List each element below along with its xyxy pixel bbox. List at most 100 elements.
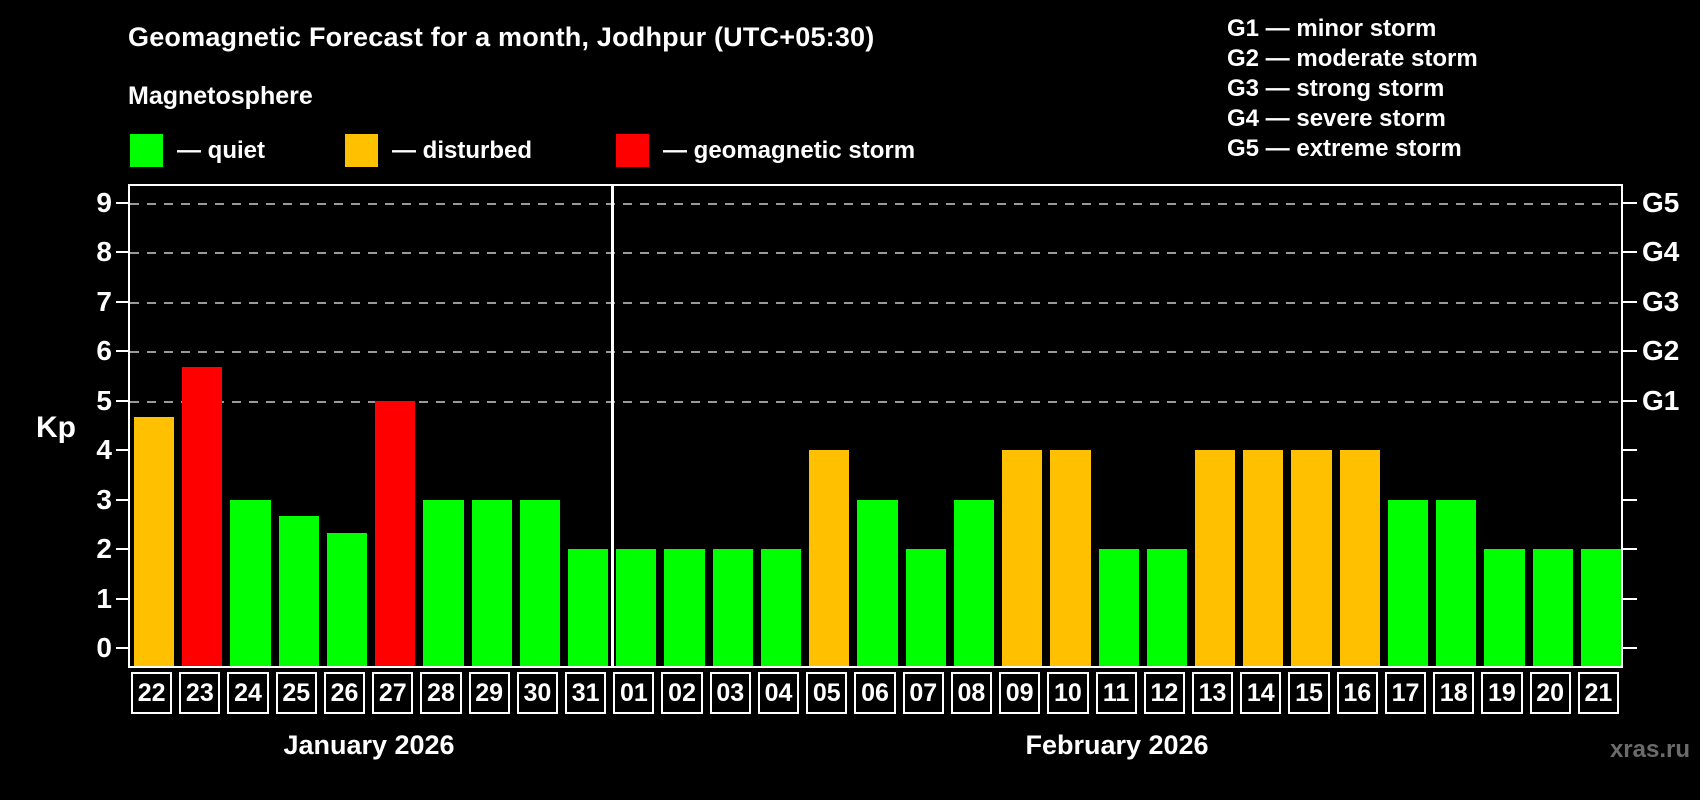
kp-bar bbox=[809, 450, 850, 666]
month-separator bbox=[611, 186, 615, 666]
y-axis-tick-left bbox=[116, 647, 128, 649]
day-label: 16 bbox=[1336, 672, 1378, 714]
gridline-kp6 bbox=[130, 351, 1621, 353]
kp-bar bbox=[616, 549, 657, 666]
day-label: 17 bbox=[1384, 672, 1427, 714]
kp-bar bbox=[1436, 499, 1477, 666]
day-label: 07 bbox=[902, 672, 944, 714]
gridline-kp8 bbox=[130, 252, 1621, 254]
kp-bar bbox=[230, 499, 271, 666]
plot-area bbox=[128, 184, 1623, 668]
day-label: 01 bbox=[613, 672, 655, 714]
month-label-february: February 2026 bbox=[1025, 730, 1209, 760]
y-axis-tick-right bbox=[1623, 449, 1637, 451]
day-label: 19 bbox=[1481, 672, 1523, 714]
kp-bar bbox=[664, 549, 705, 666]
g-scale-label-g3: G3 bbox=[1642, 285, 1680, 317]
chart-subtitle: Magnetosphere bbox=[128, 82, 313, 110]
y-tick-label: 4 bbox=[96, 434, 112, 465]
y-tick-label: 0 bbox=[96, 632, 112, 663]
legend-item-storm: — geomagnetic storm bbox=[616, 134, 915, 167]
day-label: 13 bbox=[1191, 672, 1234, 714]
storm-scale-legend: G1 — minor storm G2 — moderate storm G3 … bbox=[1227, 14, 1478, 164]
y-tick-label: 1 bbox=[96, 582, 112, 614]
kp-bar bbox=[1532, 549, 1573, 666]
kp-bar bbox=[760, 549, 802, 666]
kp-bar bbox=[375, 400, 416, 666]
y-axis-tick-left bbox=[116, 201, 128, 204]
day-label: 24 bbox=[227, 672, 269, 714]
y-axis-tick-left bbox=[116, 548, 128, 550]
chart-title: Geomagnetic Forecast for a month, Jodhpu… bbox=[128, 22, 875, 52]
gridline-kp7 bbox=[130, 301, 1621, 304]
day-label: 18 bbox=[1433, 672, 1475, 714]
day-label: 31 bbox=[565, 672, 607, 714]
day-label: 25 bbox=[275, 672, 317, 714]
y-tick-label: 7 bbox=[96, 285, 112, 317]
y-tick-label: 9 bbox=[96, 186, 112, 218]
y-axis-tick-right bbox=[1623, 597, 1637, 600]
y-axis-tick-right bbox=[1623, 201, 1637, 204]
kp-bar bbox=[134, 416, 175, 666]
day-label: 12 bbox=[1143, 672, 1185, 714]
kp-bar bbox=[423, 499, 464, 666]
kp-bar bbox=[519, 499, 561, 666]
day-label: 29 bbox=[468, 672, 510, 714]
y-axis-tick-right bbox=[1623, 647, 1637, 649]
kp-bar bbox=[1339, 450, 1380, 666]
kp-bar bbox=[1050, 450, 1091, 666]
day-label: 30 bbox=[516, 672, 559, 714]
y-axis-tick-left bbox=[116, 597, 128, 600]
day-label: 28 bbox=[420, 672, 462, 714]
storm-color-swatch bbox=[616, 134, 649, 167]
day-label: 06 bbox=[854, 672, 896, 714]
day-label: 22 bbox=[131, 672, 173, 714]
y-tick-label: 8 bbox=[96, 236, 112, 267]
kp-bar bbox=[1194, 450, 1236, 666]
y-axis-tick-right bbox=[1623, 251, 1637, 253]
day-label: 04 bbox=[757, 672, 800, 714]
kp-bar bbox=[905, 549, 946, 666]
y-tick-label: 6 bbox=[96, 335, 112, 366]
storm-scale-g4: G4 — severe storm bbox=[1227, 105, 1446, 132]
day-label: 10 bbox=[1047, 672, 1089, 714]
kp-bar bbox=[1484, 549, 1525, 666]
y-tick-label: 3 bbox=[96, 483, 112, 515]
y-axis-tick-left bbox=[116, 350, 128, 352]
storm-scale-g5: G5 — extreme storm bbox=[1227, 135, 1462, 162]
y-axis-tick-right bbox=[1623, 350, 1637, 352]
quiet-color-swatch bbox=[130, 134, 163, 167]
kp-bar bbox=[1146, 549, 1187, 666]
kp-bar bbox=[857, 499, 898, 666]
gridline-kp5 bbox=[130, 400, 1621, 403]
day-label: 08 bbox=[950, 672, 993, 714]
kp-bar bbox=[1098, 549, 1139, 666]
y-tick-label: 5 bbox=[96, 384, 112, 416]
y-axis-tick-right bbox=[1623, 548, 1637, 550]
y-axis-tick-left bbox=[116, 498, 128, 501]
kp-bar bbox=[1002, 450, 1043, 666]
day-label: 02 bbox=[661, 672, 703, 714]
watermark: xras.ru bbox=[1609, 736, 1690, 763]
legend-label-storm: — geomagnetic storm bbox=[663, 136, 916, 164]
g-scale-label-g2: G2 bbox=[1642, 335, 1680, 366]
y-axis-tick-right bbox=[1623, 498, 1637, 501]
legend-item-quiet: — quiet bbox=[130, 134, 265, 167]
y-axis-label: Kp bbox=[36, 411, 76, 444]
month-label-january: January 2026 bbox=[283, 730, 455, 760]
legend-label-disturbed: — disturbed bbox=[392, 136, 533, 164]
day-label: 27 bbox=[372, 672, 414, 714]
kp-bar bbox=[1580, 549, 1621, 666]
storm-scale-g1: G1 — minor storm bbox=[1227, 15, 1437, 42]
g-scale-label-g5: G5 bbox=[1642, 186, 1680, 218]
kp-bar bbox=[182, 367, 223, 666]
day-label: 14 bbox=[1240, 672, 1282, 714]
y-axis-tick-left bbox=[116, 399, 128, 402]
y-tick-label: 2 bbox=[96, 533, 112, 564]
storm-scale-g3: G3 — strong storm bbox=[1227, 75, 1445, 102]
kp-bar bbox=[278, 515, 319, 666]
day-label: 26 bbox=[323, 672, 366, 714]
gridline-kp9 bbox=[130, 202, 1621, 205]
kp-bar bbox=[471, 499, 512, 666]
g-scale-label-g4: G4 bbox=[1642, 236, 1680, 267]
